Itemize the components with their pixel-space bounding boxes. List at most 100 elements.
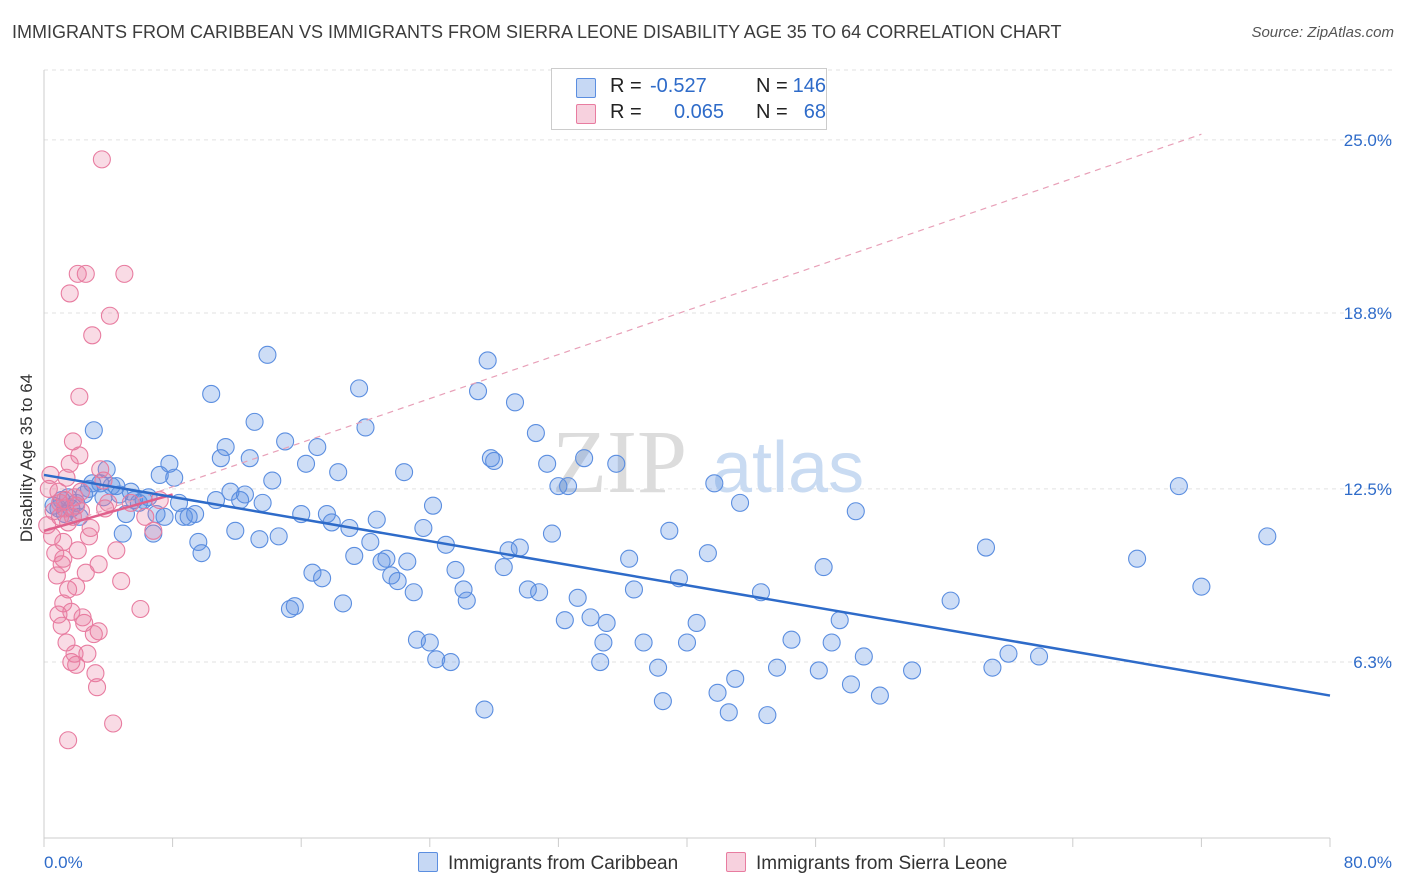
point-caribbean <box>388 572 407 591</box>
point-caribbean <box>441 653 460 672</box>
data-points <box>38 150 1277 750</box>
point-caribbean <box>677 633 697 652</box>
point-caribbean <box>555 611 574 630</box>
point-caribbean <box>113 524 132 543</box>
point-caribbean <box>240 449 259 468</box>
point-sierra-leone <box>81 518 100 538</box>
y-axis-label: Disability Age 35 to 64 <box>17 374 36 542</box>
r-value: -0.527 <box>650 75 707 97</box>
point-caribbean <box>726 669 745 688</box>
point-caribbean <box>427 650 446 669</box>
legend-item-caribbean: Immigrants from Caribbean <box>418 852 678 875</box>
point-sierra-leone <box>104 714 123 733</box>
trend-line-sierra-leone <box>43 493 173 533</box>
point-sierra-leone <box>89 622 108 641</box>
point-caribbean <box>1128 549 1147 568</box>
point-caribbean <box>296 454 316 473</box>
legend-label-sierra-leone: Immigrants from Sierra Leone <box>756 853 1008 874</box>
point-caribbean <box>653 692 672 711</box>
point-sierra-leone <box>62 602 81 621</box>
point-sierra-leone <box>84 625 103 644</box>
point-sierra-leone <box>47 566 66 585</box>
n-value: 146 <box>792 75 826 97</box>
y-tick-label: 18.8% <box>1344 304 1392 323</box>
point-caribbean <box>253 493 272 512</box>
point-caribbean <box>976 538 996 557</box>
point-caribbean <box>518 580 537 599</box>
point-caribbean <box>345 546 364 565</box>
point-caribbean <box>350 379 369 398</box>
point-sierra-leone <box>87 678 107 697</box>
trend-lines <box>43 133 1331 697</box>
trend-line-caribbean <box>43 473 1331 697</box>
point-caribbean <box>454 580 473 599</box>
point-caribbean <box>333 594 353 613</box>
n-label: N = <box>756 101 788 123</box>
point-caribbean <box>526 424 545 443</box>
point-caribbean <box>235 485 254 504</box>
point-caribbean <box>719 703 738 722</box>
point-sierra-leone <box>76 563 95 582</box>
point-sierra-leone <box>67 577 86 596</box>
point-sierra-leone <box>49 482 68 501</box>
point-caribbean <box>620 549 639 568</box>
point-caribbean <box>329 463 348 482</box>
point-caribbean <box>698 544 717 563</box>
point-caribbean <box>767 658 787 677</box>
legend-label-caribbean: Immigrants from Caribbean <box>448 853 679 874</box>
point-caribbean <box>258 345 277 364</box>
r-label: R = <box>610 101 642 123</box>
point-caribbean <box>226 521 245 540</box>
y-tick-label: 12.5% <box>1344 480 1392 499</box>
point-caribbean <box>809 661 828 680</box>
point-caribbean <box>269 527 288 546</box>
point-sierra-leone <box>92 150 111 169</box>
n-value: 68 <box>803 101 826 123</box>
point-caribbean <box>216 437 235 457</box>
point-sierra-leone <box>60 284 79 303</box>
point-caribbean <box>280 599 299 619</box>
point-caribbean <box>285 597 304 616</box>
point-caribbean <box>174 507 193 526</box>
point-caribbean <box>263 471 282 490</box>
point-caribbean <box>313 569 332 588</box>
point-caribbean <box>758 706 777 725</box>
point-caribbean <box>367 510 386 529</box>
point-caribbean <box>607 454 626 473</box>
r-label: R = <box>610 75 642 97</box>
n-label: N = <box>756 75 788 97</box>
point-caribbean <box>575 449 594 468</box>
legend-swatch-caribbean <box>576 78 596 98</box>
point-caribbean <box>594 633 613 652</box>
point-sierra-leone <box>144 521 163 540</box>
point-caribbean <box>155 507 174 526</box>
r-value: 0.065 <box>674 101 725 123</box>
point-caribbean <box>846 502 865 521</box>
point-caribbean <box>841 675 861 694</box>
point-caribbean <box>830 611 849 630</box>
point-caribbean <box>420 633 439 652</box>
point-caribbean <box>902 661 922 680</box>
point-sierra-leone <box>71 482 91 501</box>
point-caribbean <box>558 477 578 496</box>
trend-line-sierra-leone-extended <box>43 133 1202 532</box>
point-caribbean <box>505 393 525 412</box>
x-tick-label: 0.0% <box>44 853 83 872</box>
point-caribbean <box>372 552 391 571</box>
point-caribbean <box>568 588 587 607</box>
point-sierra-leone <box>52 616 71 635</box>
axes <box>43 70 1331 847</box>
point-caribbean <box>211 449 230 468</box>
point-caribbean <box>983 658 1002 677</box>
point-caribbean <box>649 658 668 677</box>
point-sierra-leone <box>100 306 119 325</box>
point-caribbean <box>660 521 679 540</box>
point-caribbean <box>468 382 488 401</box>
point-sierra-leone <box>136 507 155 526</box>
point-caribbean <box>276 432 295 451</box>
point-caribbean <box>192 544 211 563</box>
point-caribbean <box>581 608 600 627</box>
x-tick-label: 80.0% <box>1344 853 1392 872</box>
point-sierra-leone <box>86 664 105 683</box>
